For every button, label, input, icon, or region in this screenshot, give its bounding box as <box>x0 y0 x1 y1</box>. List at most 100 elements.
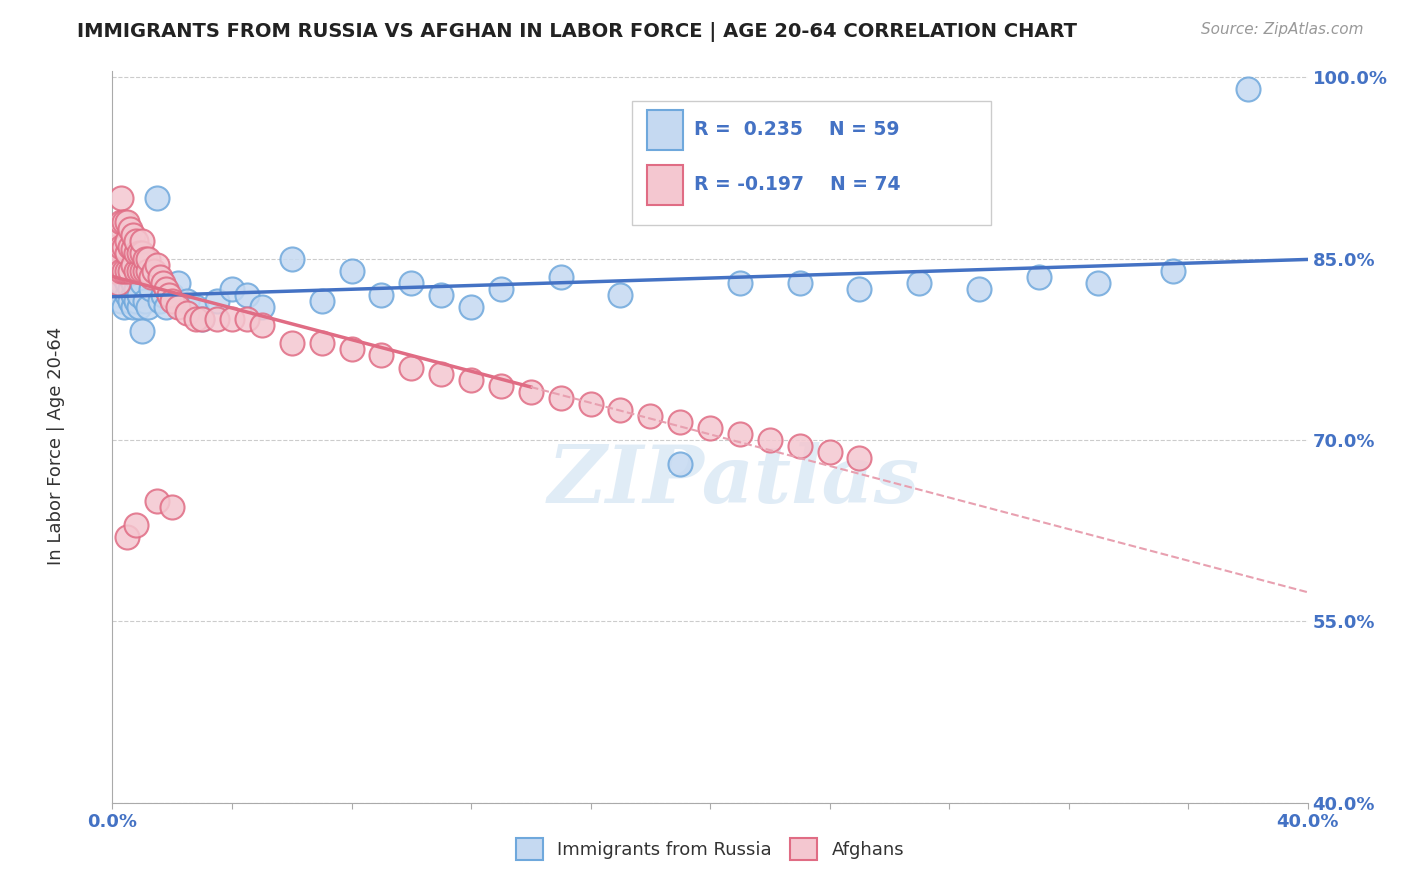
Point <box>110 264 132 278</box>
Point <box>125 245 148 260</box>
Point <box>146 191 169 205</box>
Point <box>107 282 129 296</box>
Point <box>759 433 782 447</box>
Point <box>152 276 174 290</box>
Point <box>789 276 811 290</box>
Point <box>186 312 208 326</box>
Point <box>117 288 139 302</box>
Point <box>728 276 751 290</box>
Bar <box>647 110 682 151</box>
Point <box>138 264 160 278</box>
Point <box>848 282 870 296</box>
Point <box>401 360 423 375</box>
Point <box>489 282 512 296</box>
Point <box>176 306 198 320</box>
Point <box>122 242 145 256</box>
Bar <box>647 165 682 205</box>
Point <box>104 264 127 278</box>
Point <box>155 282 177 296</box>
Text: Source: ZipAtlas.com: Source: ZipAtlas.com <box>1201 22 1364 37</box>
Point <box>908 276 931 290</box>
Point <box>401 276 423 290</box>
Point <box>122 227 145 242</box>
Point <box>143 269 166 284</box>
Point <box>131 245 153 260</box>
Point <box>609 403 631 417</box>
Point <box>1028 269 1050 284</box>
FancyBboxPatch shape <box>633 101 991 225</box>
Point <box>281 336 304 351</box>
Point <box>114 215 135 229</box>
Point <box>1087 276 1109 290</box>
Point <box>131 276 153 290</box>
Point <box>967 282 990 296</box>
Point <box>162 294 183 309</box>
Point <box>191 312 214 326</box>
Point <box>114 300 135 314</box>
Point <box>340 264 363 278</box>
Point <box>125 264 148 278</box>
Point <box>117 264 139 278</box>
Text: R = -0.197    N = 74: R = -0.197 N = 74 <box>695 175 901 194</box>
Point <box>122 258 145 272</box>
Point <box>104 288 127 302</box>
Point <box>134 264 156 278</box>
Point <box>191 312 214 326</box>
Point <box>117 276 139 290</box>
Point <box>1161 264 1184 278</box>
Point <box>125 282 148 296</box>
Point <box>125 294 148 309</box>
Point <box>110 294 132 309</box>
Point <box>250 318 273 333</box>
Point <box>167 300 190 314</box>
Point <box>520 384 543 399</box>
Point <box>114 264 135 278</box>
Point <box>128 245 150 260</box>
Point <box>162 288 183 302</box>
Point <box>114 269 135 284</box>
Point <box>669 457 692 471</box>
Point <box>176 294 198 309</box>
Point <box>138 300 160 314</box>
Point <box>149 269 172 284</box>
Point <box>128 264 150 278</box>
Point <box>186 300 208 314</box>
Point <box>117 530 139 544</box>
Point <box>138 252 160 266</box>
Point <box>370 349 392 363</box>
Point <box>117 234 139 248</box>
Point <box>789 439 811 453</box>
Point <box>579 397 602 411</box>
Point <box>236 312 259 326</box>
Point <box>117 245 139 260</box>
Point <box>141 269 163 284</box>
Point <box>430 288 453 302</box>
Point <box>221 282 243 296</box>
Text: In Labor Force | Age 20-64: In Labor Force | Age 20-64 <box>48 326 65 566</box>
Point <box>120 221 142 235</box>
Point <box>221 312 243 326</box>
Point <box>141 282 163 296</box>
Point <box>146 258 169 272</box>
Point <box>110 215 132 229</box>
Point <box>818 445 841 459</box>
Point <box>205 294 228 309</box>
Point <box>120 269 142 284</box>
Point <box>281 252 304 266</box>
Point <box>550 269 572 284</box>
Point <box>107 227 129 242</box>
Point <box>120 282 142 296</box>
Text: ZIPatlas: ZIPatlas <box>548 442 920 520</box>
Legend: Immigrants from Russia, Afghans: Immigrants from Russia, Afghans <box>509 830 911 867</box>
Point <box>340 343 363 357</box>
Point <box>125 269 148 284</box>
Point <box>122 288 145 302</box>
Point <box>311 336 333 351</box>
Point <box>117 264 139 278</box>
Point <box>489 378 512 392</box>
Point <box>131 264 153 278</box>
Point <box>107 252 129 266</box>
Point <box>128 288 150 302</box>
Point <box>370 288 392 302</box>
Point <box>250 300 273 314</box>
